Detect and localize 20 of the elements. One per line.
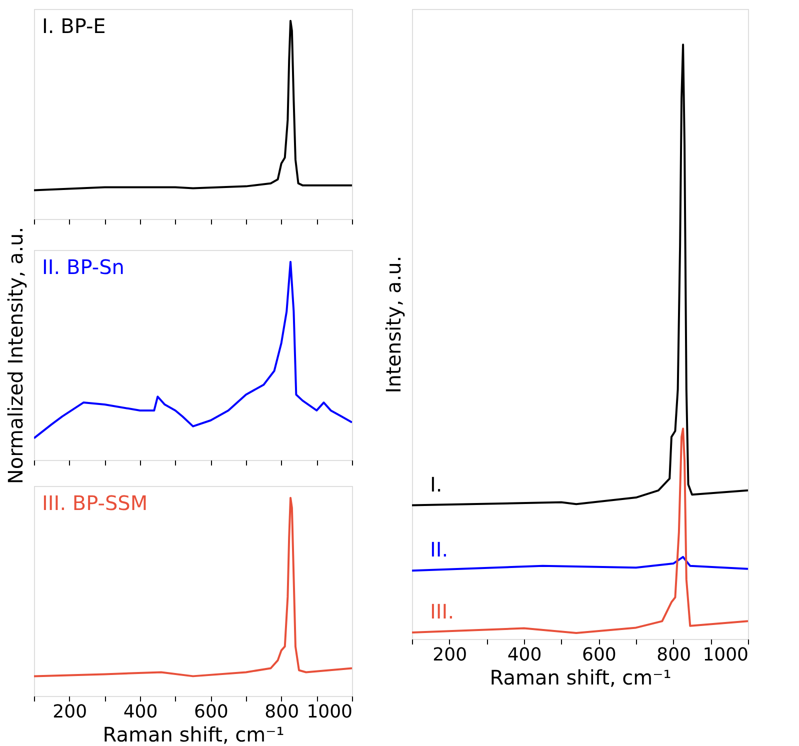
x-tick-label: 200	[432, 644, 468, 666]
x-axis-title: Raman shift, cm⁻¹	[102, 722, 284, 746]
text: II. BP-Sn	[42, 255, 124, 279]
x-tick-label: 800	[656, 644, 692, 666]
y-axis-title: Intensity, a.u.	[382, 256, 406, 394]
x-tick-label: 600	[582, 644, 616, 666]
x-tick-label: 800	[264, 702, 300, 722]
x-axis-title: Raman shift, cm⁻¹	[490, 666, 672, 690]
x-tick-label: 400	[507, 644, 542, 666]
series-label: III.	[430, 599, 454, 624]
x-tick-label: 600	[194, 702, 228, 722]
x-tick-label: 1000	[306, 702, 352, 722]
y-axis-title: Normalized Intensity, a.u.	[4, 226, 28, 484]
x-tick-label: 1000	[702, 644, 748, 666]
x-tick-label: 400	[123, 702, 158, 722]
x-tick-label: 200	[52, 702, 88, 722]
text: I. BP-E	[42, 14, 106, 38]
series-label: I.	[430, 472, 442, 496]
text: III. BP-SSM	[42, 491, 148, 515]
series-label: II.	[430, 538, 448, 562]
